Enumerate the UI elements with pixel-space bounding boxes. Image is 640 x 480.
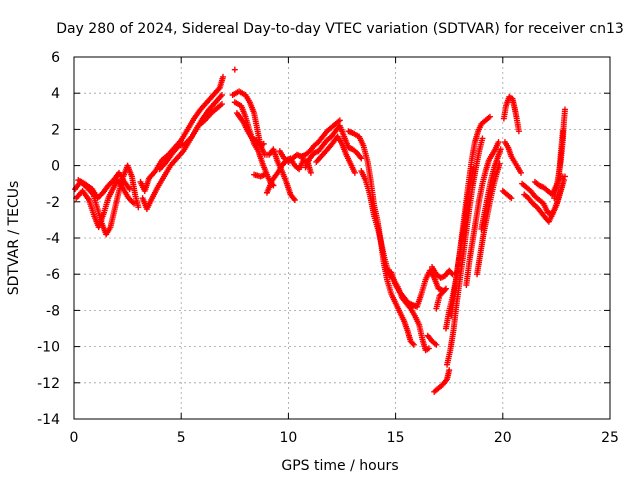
series-segment [463, 139, 502, 289]
series-segment [156, 101, 225, 173]
x-tick-label: 20 [494, 430, 512, 446]
series-segment [429, 263, 456, 281]
data-point [261, 171, 268, 178]
data-point [218, 92, 225, 99]
y-tick-label: 2 [51, 122, 60, 138]
data-point [497, 146, 504, 153]
y-tick-label: -12 [37, 376, 60, 392]
x-axis-label: GPS time / hours [281, 458, 398, 474]
series-segment [251, 171, 268, 180]
data-point [307, 169, 314, 176]
data-point [218, 101, 225, 108]
series-segment [521, 184, 565, 225]
y-tick-label: 4 [51, 86, 60, 102]
series-segment [501, 139, 525, 176]
data-point [351, 169, 358, 176]
data-point [131, 200, 138, 207]
data-point [486, 113, 493, 120]
data-point [508, 195, 515, 202]
series-segment [424, 332, 440, 348]
series-segment [75, 169, 133, 202]
series-segment [73, 177, 138, 231]
data-point [291, 196, 298, 203]
data-point [441, 286, 448, 293]
x-tick-label: 25 [601, 430, 619, 446]
data-point [561, 173, 568, 180]
y-tick-label: 6 [51, 50, 60, 66]
series-segment [478, 146, 504, 232]
data-point [231, 66, 238, 73]
series-segment [137, 73, 227, 194]
y-tick-label: -6 [46, 267, 60, 283]
series-segment [431, 367, 453, 395]
series-segment [72, 162, 142, 238]
data-point [336, 117, 343, 124]
x-tick-label: 5 [177, 430, 186, 446]
data-point [433, 341, 440, 348]
y-tick-label: -2 [46, 195, 60, 211]
y-axis-label: SDTVAR / TECUs [6, 181, 22, 296]
data-point [135, 204, 142, 211]
data-point [515, 128, 522, 135]
y-tick-label: -8 [46, 303, 60, 319]
data-series [72, 66, 568, 395]
data-point [470, 164, 477, 171]
y-tick-label: -10 [37, 340, 60, 356]
data-point [409, 340, 416, 347]
series-segment [231, 66, 238, 73]
series-segment [499, 187, 515, 202]
series-segment [555, 128, 566, 184]
data-point [220, 73, 227, 80]
series-segment [233, 110, 267, 149]
series-segment [302, 122, 365, 171]
data-point [126, 186, 133, 193]
data-point [449, 271, 456, 278]
series-segment [433, 285, 449, 312]
data-point [518, 169, 525, 176]
data-point [358, 155, 365, 162]
y-tick-label: -14 [37, 412, 60, 428]
data-point [558, 184, 565, 191]
data-point [479, 135, 486, 142]
series-segment [448, 164, 477, 319]
x-tick-label: 15 [387, 430, 405, 446]
x-tick-label: 10 [279, 430, 297, 446]
data-point [410, 341, 417, 348]
data-point [561, 106, 568, 113]
chart-title: Day 280 of 2024, Sidereal Day-to-day VTE… [56, 21, 624, 37]
series-segment [384, 267, 446, 310]
data-point [442, 285, 449, 292]
data-point [448, 269, 455, 276]
series-segment [276, 117, 343, 165]
y-tick-label: -4 [46, 231, 60, 247]
series-segment [313, 133, 358, 176]
data-point [260, 140, 267, 147]
y-tick-label: 0 [51, 159, 60, 175]
data-point [495, 139, 502, 146]
x-tick-label: 0 [70, 430, 79, 446]
data-point [425, 345, 432, 352]
data-point [559, 128, 566, 135]
series-segment [500, 93, 522, 135]
data-point [446, 367, 453, 374]
